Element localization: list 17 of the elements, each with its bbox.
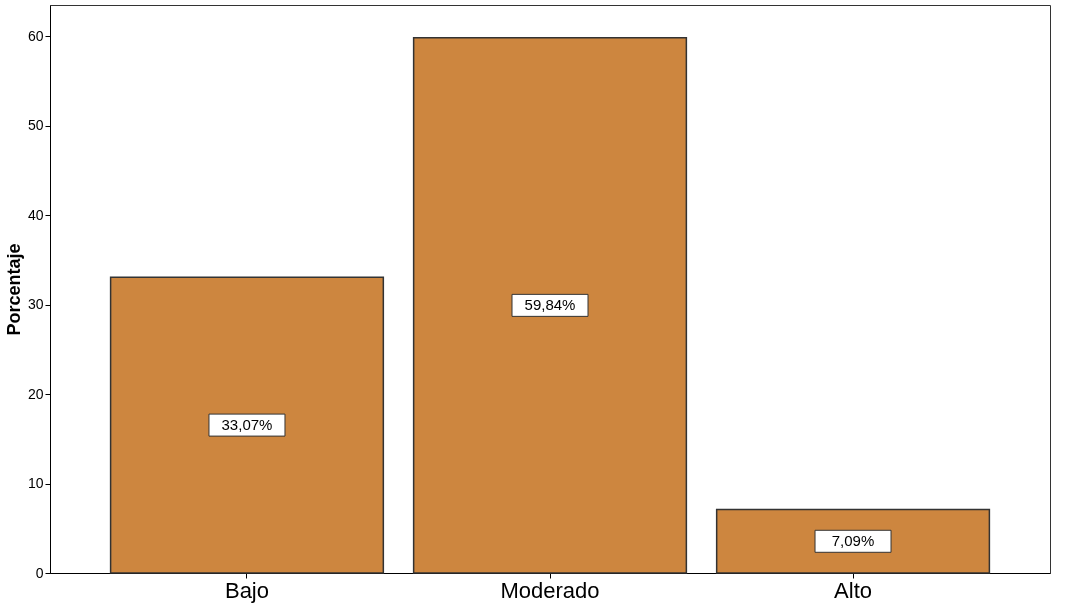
y-axis-title: Porcentaje xyxy=(3,243,24,336)
data-label: 59,84% xyxy=(524,296,576,314)
bar xyxy=(109,276,385,574)
y-tick-label: 50 xyxy=(27,117,44,134)
bar xyxy=(412,36,688,574)
bar xyxy=(715,508,991,574)
y-tick-label: 60 xyxy=(27,27,44,44)
y-tick-label: 20 xyxy=(27,385,44,402)
data-label: 7,09% xyxy=(831,532,875,550)
data-label: 33,07% xyxy=(221,416,273,434)
y-tick-label: 40 xyxy=(27,206,44,223)
x-tick-label: Bajo xyxy=(224,577,269,603)
x-tick-label: Moderado xyxy=(500,577,600,603)
y-tick-label: 0 xyxy=(35,564,44,581)
y-tick-label: 30 xyxy=(27,296,44,313)
x-tick-label: Alto xyxy=(834,577,872,603)
y-tick-label: 10 xyxy=(27,475,44,492)
